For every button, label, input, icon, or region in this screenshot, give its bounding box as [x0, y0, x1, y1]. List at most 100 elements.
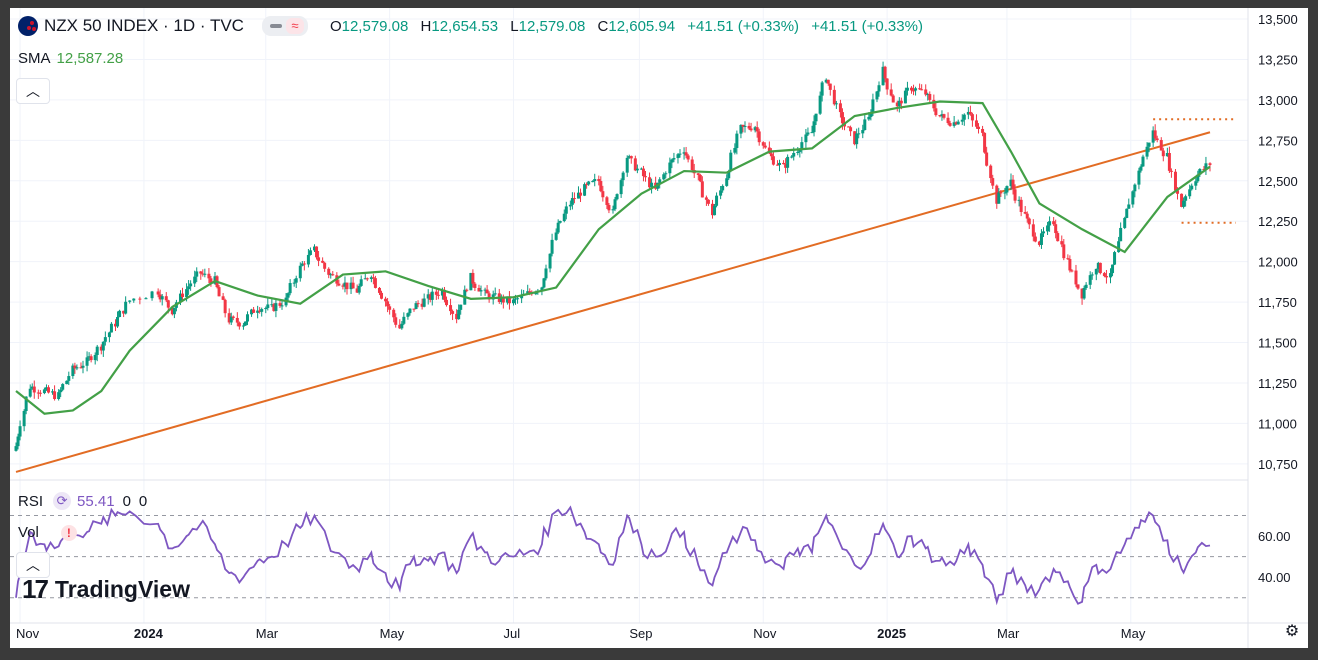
candle-body — [956, 121, 960, 125]
rsi-legend[interactable]: RSI ⟳ 55.41 0 0 — [18, 492, 147, 510]
candle-body — [73, 365, 77, 369]
candle-body — [465, 289, 469, 291]
settings-gear-icon[interactable]: ⚙ — [1284, 623, 1300, 640]
candle-body — [300, 263, 304, 266]
candle-body — [981, 128, 985, 133]
candle-body — [1094, 268, 1098, 275]
candle-body — [487, 293, 491, 300]
candle-body — [810, 132, 814, 134]
candle-body — [792, 153, 796, 157]
price-axis-tick: 11,000 — [1258, 416, 1297, 431]
time-axis-tick: Jul — [504, 626, 521, 641]
candle-body — [1167, 152, 1171, 171]
candle-body — [1182, 200, 1186, 207]
candle-body — [1031, 224, 1035, 237]
candle-body — [274, 303, 278, 311]
candle-body — [36, 392, 40, 394]
candle-body — [264, 307, 268, 310]
candle-body — [422, 298, 426, 307]
chart-canvas[interactable]: 13,500 13,250 13,000 12,750 12,500 12,250 12,0… — [10, 8, 1308, 648]
candle-body — [684, 152, 688, 156]
ohlc-values: O12,579.08 H12,654.53 L12,579.08 C12,605… — [330, 18, 931, 35]
candle-body — [1188, 189, 1192, 197]
candle-body — [440, 289, 444, 296]
candle-body — [912, 90, 916, 92]
symbol-title[interactable]: NZX 50 INDEX · 1D · TVC — [44, 16, 244, 35]
candle-body — [459, 304, 463, 310]
candle-body — [501, 296, 505, 303]
candle-body — [985, 152, 989, 166]
candle-body — [942, 114, 946, 118]
candle-body — [648, 177, 652, 188]
candle-body — [235, 317, 239, 323]
candle-body — [355, 288, 359, 293]
candle-body — [867, 116, 871, 120]
candle-body — [977, 126, 981, 129]
vol-legend[interactable]: Vol ! — [18, 524, 77, 541]
candle-body — [735, 133, 739, 148]
rsi-extra-1: 0 — [122, 492, 131, 510]
candle-body — [308, 250, 312, 255]
candle-body — [579, 192, 583, 196]
candle-body — [605, 197, 609, 205]
candle-body — [662, 174, 666, 180]
candle-body — [889, 89, 893, 96]
sma-line — [15, 100, 1211, 415]
low-label: L — [510, 17, 519, 35]
candle-body — [1165, 152, 1169, 157]
tv-logo-icon: 17 — [22, 574, 49, 604]
candle-body — [95, 346, 99, 355]
candle-body — [627, 156, 631, 158]
candle-body — [928, 93, 932, 100]
chevron-up-icon: ︿ — [26, 83, 40, 99]
candle-body — [520, 294, 524, 299]
candle-body — [741, 124, 745, 127]
candle-body — [292, 282, 296, 284]
candle-body — [960, 119, 964, 122]
candle-body — [18, 426, 22, 437]
collapse-legend-button[interactable]: ︿ — [16, 78, 50, 104]
candle-body — [71, 365, 75, 377]
candle-body — [786, 156, 790, 168]
candle-body — [1117, 241, 1121, 253]
candle-body — [42, 389, 46, 394]
candle-body — [455, 313, 459, 320]
collapse-indicators-button[interactable]: ︿ — [16, 552, 50, 578]
candle-body — [1037, 241, 1041, 245]
candle-body — [365, 278, 369, 280]
candle-body — [599, 181, 603, 192]
visibility-toggle[interactable]: ≈ — [261, 16, 308, 36]
candle-body — [428, 294, 432, 300]
candle-body — [1005, 186, 1009, 193]
candle-body — [1082, 287, 1086, 299]
candle-body — [946, 117, 950, 124]
rsi-value: 55.41 — [77, 492, 115, 510]
candle-body — [128, 300, 132, 302]
candle-body — [1159, 140, 1163, 151]
price-axis-tick: 13,250 — [1258, 52, 1298, 67]
candle-body — [997, 192, 1001, 204]
high-value: 12,654.53 — [431, 17, 499, 35]
candle-body — [818, 95, 822, 114]
candle-body — [201, 273, 205, 275]
candle-body — [970, 114, 974, 121]
candle-body — [469, 272, 473, 291]
candle-body — [1184, 196, 1188, 201]
candle-body — [99, 346, 103, 351]
candle-body — [995, 185, 999, 204]
candle-body — [493, 293, 497, 295]
candle-body — [138, 298, 142, 300]
candle-body — [769, 153, 773, 157]
candle-body — [672, 158, 676, 160]
candle-body — [940, 114, 944, 117]
candle-body — [711, 203, 714, 216]
open-value: 12,579.08 — [341, 17, 409, 35]
candle-body — [903, 90, 907, 104]
candle-body — [193, 276, 197, 284]
candle-body — [426, 294, 430, 299]
candle-body — [341, 285, 345, 287]
candle-body — [871, 99, 875, 114]
tradingview-logo[interactable]: 17 TradingView — [22, 574, 190, 605]
sma-legend[interactable]: SMA 12,587.28 — [18, 50, 123, 67]
candle-body — [796, 151, 800, 154]
